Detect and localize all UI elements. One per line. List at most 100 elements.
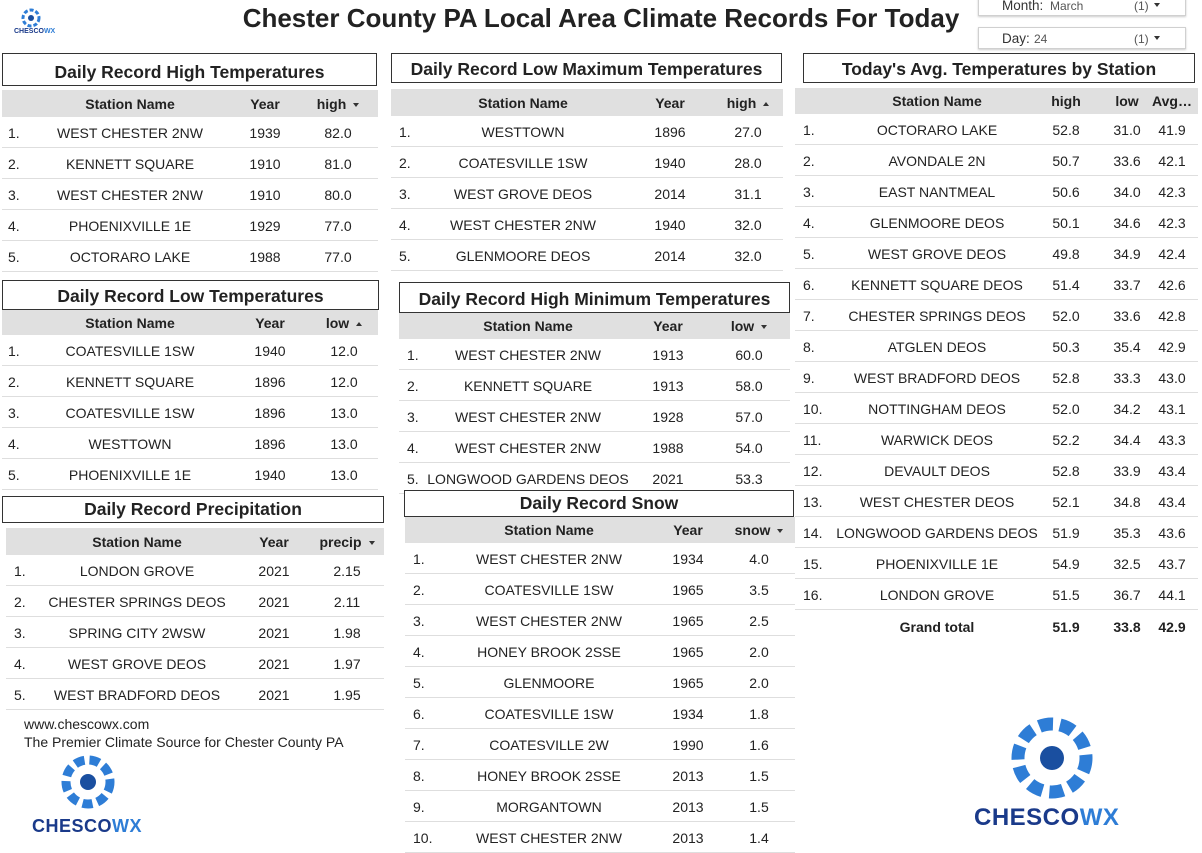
rank: 5. — [8, 248, 20, 265]
table-cell: WEST CHESTER 2NW — [57, 124, 203, 141]
tagline: The Premier Climate Source for Chester C… — [24, 734, 344, 750]
column-header-text: Year — [655, 94, 685, 111]
table-cell: KENNETT SQUARE — [463, 377, 593, 394]
table-cell: 1988 — [652, 439, 684, 456]
table-title-box: Daily Record High Minimum Temperatures — [399, 282, 790, 313]
rank: 4. — [14, 655, 26, 672]
column-header[interactable]: low — [709, 318, 789, 334]
column-header[interactable]: high — [708, 95, 788, 111]
rank: 9. — [413, 798, 425, 815]
table-cell: WEST CHESTER 2NW — [455, 439, 601, 456]
rank: 5. — [8, 466, 20, 483]
table-cell: 33.3 — [1113, 369, 1141, 386]
table-cell: 1940 — [254, 342, 286, 359]
table-cell: 1.98 — [333, 624, 361, 641]
table-row — [6, 617, 384, 648]
table-cell: 2.5 — [749, 612, 769, 629]
table-cell: 41.9 — [1158, 121, 1186, 138]
table-cell: 2013 — [672, 829, 704, 846]
table-cell: DEVAULT DEOS — [884, 462, 990, 479]
filter-control[interactable]: Month: March (1) — [978, 0, 1186, 16]
website: www.chescowx.com — [24, 716, 150, 732]
table-title-box: Daily Record Low Maximum Temperatures — [391, 53, 782, 83]
table-cell: WEST CHESTER 2NW — [455, 408, 601, 425]
column-header: Station Name — [17, 534, 257, 550]
column-header: Year — [225, 96, 305, 112]
table-cell: 1910 — [249, 186, 281, 203]
column-header-text: Station Name — [85, 314, 175, 331]
rank: 4. — [803, 214, 815, 231]
table-cell: 1940 — [654, 216, 686, 233]
total-cell: Grand total — [899, 619, 975, 635]
table-cell: 1896 — [254, 373, 286, 390]
table-cell: 52.2 — [1052, 431, 1080, 448]
column-header-text: snow — [734, 522, 771, 538]
table-cell: 2.11 — [333, 593, 361, 610]
big-logo-icon — [1011, 717, 1093, 799]
logo-part: CHESCO — [32, 816, 113, 836]
table-cell: 34.4 — [1113, 431, 1141, 448]
column-header-text: Avg… — [1152, 93, 1192, 109]
table-row — [795, 486, 1198, 517]
table-cell: 2021 — [258, 686, 290, 703]
table-row — [399, 370, 790, 401]
table-cell: 2021 — [258, 593, 290, 610]
table-cell: 34.2 — [1113, 400, 1141, 417]
table-cell: LONGWOOD GARDENS DEOS — [427, 470, 629, 487]
column-header[interactable]: precip — [307, 534, 387, 550]
table-row — [2, 335, 378, 366]
column-header-text: Year — [255, 314, 285, 331]
table-row — [795, 362, 1198, 393]
rank: 7. — [803, 307, 815, 324]
column-header-text: low — [1115, 93, 1139, 109]
table-row — [2, 459, 378, 490]
table-cell: COATESVILLE 1SW — [458, 154, 588, 171]
logo-text: CHESCOWX — [974, 804, 1119, 832]
table-cell: 1.95 — [333, 686, 361, 703]
rank: 3. — [399, 185, 411, 202]
table-cell: WESTTOWN — [88, 435, 172, 452]
table-title: Daily Record Low Maximum Temperatures — [410, 59, 763, 79]
column-header-text: Station Name — [504, 522, 594, 538]
table-row — [405, 667, 795, 698]
table-cell: 13.0 — [330, 404, 358, 421]
sort-arrow — [356, 321, 363, 326]
table-cell: WEST BRADFORD DEOS — [53, 686, 221, 703]
table-cell: PHOENIXVILLE 1E — [68, 217, 192, 234]
table-cell: 58.0 — [735, 377, 763, 394]
table-title-box: Today's Avg. Temperatures by Station — [803, 53, 1195, 83]
table-cell: 2014 — [654, 185, 686, 202]
table-cell: 43.1 — [1158, 400, 1186, 417]
sort-arrow — [763, 101, 770, 106]
sort-arrow — [761, 325, 768, 330]
table-title-box: Daily Record Low Temperatures — [2, 280, 379, 310]
page-title: Chester County PA Local Area Climate Rec… — [242, 3, 960, 33]
filter-control[interactable]: Day: 24 (1) — [978, 27, 1186, 49]
rank: 2. — [399, 154, 411, 171]
table-cell: LONDON GROVE — [879, 586, 995, 603]
column-header[interactable]: low — [304, 315, 384, 331]
rank: 1. — [8, 342, 20, 359]
table-row — [2, 428, 378, 459]
table-cell: 2.15 — [333, 562, 361, 579]
table-row — [6, 586, 384, 617]
rank: 13. — [803, 493, 823, 510]
logo-part: WX — [1079, 804, 1120, 831]
logo-part: WX — [112, 816, 143, 836]
table-cell: 43.7 — [1158, 555, 1186, 572]
column-header-text: Station Name — [478, 94, 568, 111]
table-row — [391, 147, 783, 178]
table-cell: 2013 — [672, 798, 704, 815]
column-header-text: Station Name — [483, 318, 573, 334]
table-cell: COATESVILLE 1SW — [65, 342, 195, 359]
column-header: Year — [230, 315, 310, 331]
table-row — [405, 791, 795, 822]
table-cell: CHESTER SPRINGS DEOS — [848, 307, 1026, 324]
rank: 4. — [413, 643, 425, 660]
table-row — [795, 424, 1198, 455]
column-header[interactable]: snow — [719, 522, 799, 538]
column-header[interactable]: high — [298, 96, 378, 112]
column-header: Station Name — [15, 96, 245, 112]
table-cell: 51.5 — [1052, 586, 1080, 603]
